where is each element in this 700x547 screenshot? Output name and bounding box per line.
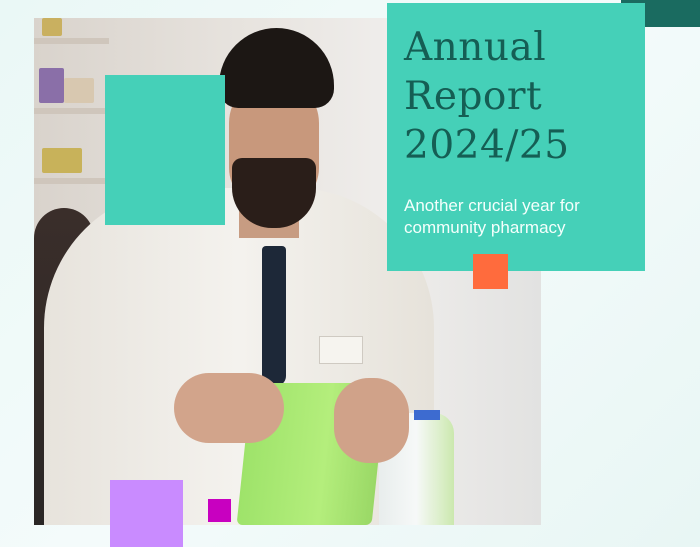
subtitle-line: community pharmacy (404, 218, 566, 237)
beard (232, 158, 316, 228)
subtitle-line: Another crucial year for (404, 196, 580, 215)
teal-accent-square (105, 75, 225, 225)
bottle-cap (414, 410, 440, 420)
hand-right (334, 378, 409, 463)
report-subtitle: Another crucial year for community pharm… (404, 195, 580, 239)
name-badge (319, 336, 363, 364)
tie (262, 246, 286, 386)
hair (219, 28, 334, 108)
title-line: Annual (404, 25, 547, 70)
orange-accent-square (473, 254, 508, 289)
report-title: Annual Report 2024/25 (404, 23, 570, 170)
hand-left (174, 373, 284, 443)
lilac-accent-block (110, 480, 183, 547)
title-panel: Annual Report 2024/25 Another crucial ye… (387, 3, 645, 271)
magenta-accent-square (208, 499, 231, 522)
title-line: 2024/25 (404, 123, 570, 168)
title-line: Report (404, 74, 543, 119)
